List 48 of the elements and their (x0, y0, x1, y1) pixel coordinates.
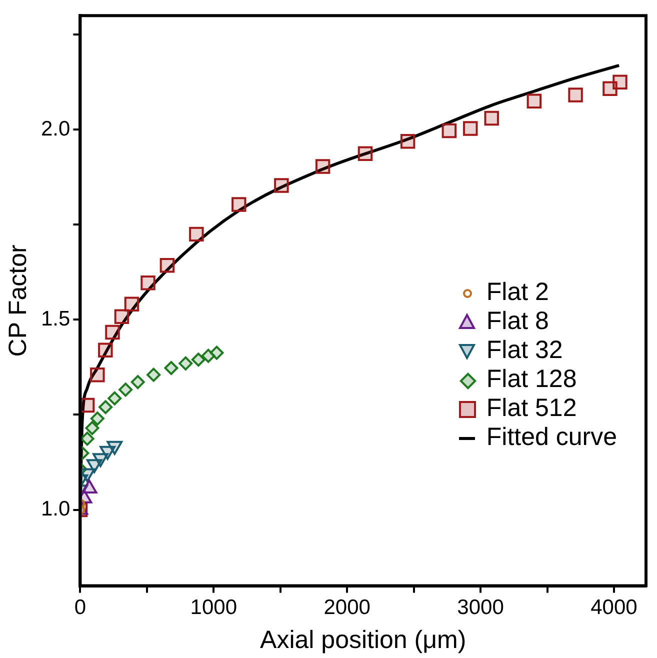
point (118, 382, 133, 397)
point (400, 134, 416, 149)
point (463, 121, 478, 136)
point (108, 391, 122, 406)
point (98, 342, 113, 358)
x-axis-title: Axial position (μm) (260, 626, 466, 654)
point (210, 346, 224, 360)
point (484, 110, 499, 126)
point (146, 368, 161, 382)
point (526, 94, 542, 108)
x-tick-label: 0 (74, 596, 86, 620)
point (114, 309, 130, 324)
point (274, 178, 289, 193)
y-tick-label: 1.0 (40, 498, 70, 521)
legend-label: Flat 8 (486, 307, 549, 336)
legend-label: Fitted curve (486, 423, 617, 452)
point (231, 197, 246, 212)
point (612, 74, 628, 90)
y-tick-label: 2.0 (40, 117, 70, 140)
legend-label: Flat 128 (486, 365, 577, 394)
point (189, 226, 204, 242)
x-tick-label: 2000 (324, 596, 370, 620)
point (80, 398, 95, 413)
point (90, 367, 105, 382)
legend-label: Flat 2 (486, 278, 549, 307)
x-tick-label: 3000 (457, 596, 504, 620)
point (160, 258, 175, 273)
point (105, 324, 120, 340)
point (98, 400, 113, 414)
point (85, 421, 100, 436)
point (568, 88, 583, 102)
point (315, 159, 330, 174)
y-axis-title: CP Factor (4, 244, 32, 357)
y-tick-label: 1.5 (40, 308, 70, 331)
legend-label: Flat 32 (486, 336, 563, 365)
legend-label: Flat 512 (486, 394, 577, 423)
point (130, 375, 145, 390)
point (178, 356, 193, 370)
x-tick-label: 1000 (190, 596, 237, 620)
point (164, 360, 178, 375)
point (90, 412, 104, 426)
point (124, 296, 140, 312)
x-tick-label: 4000 (590, 596, 638, 620)
point (140, 275, 156, 290)
point (80, 432, 94, 446)
point (442, 123, 457, 138)
point (191, 352, 206, 367)
point (358, 146, 373, 161)
